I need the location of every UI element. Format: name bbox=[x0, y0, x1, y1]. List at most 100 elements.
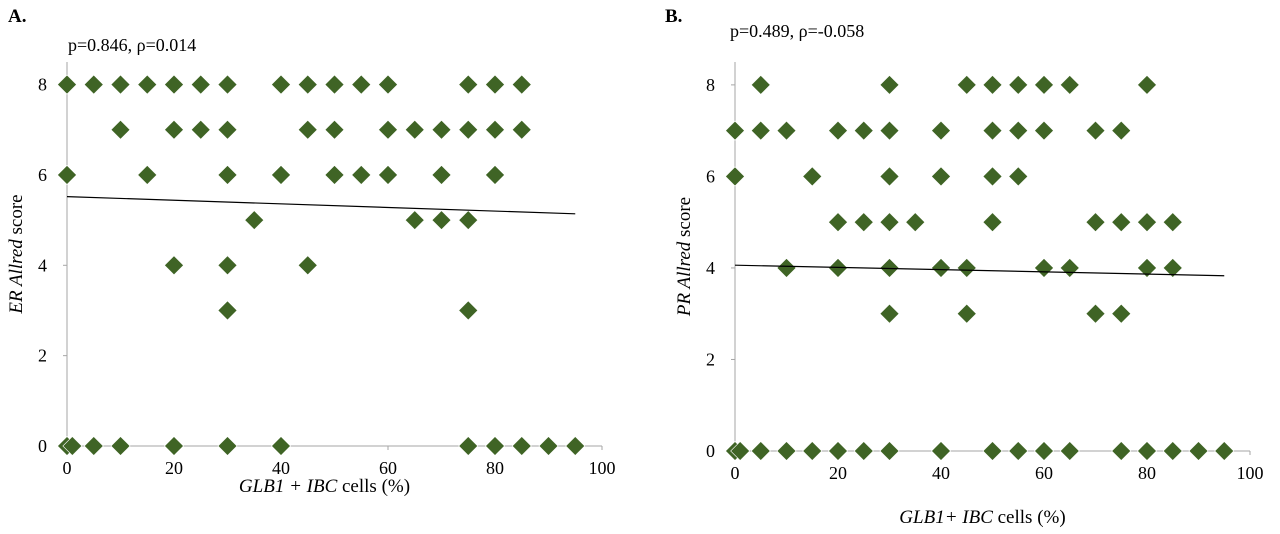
data-point bbox=[1111, 120, 1132, 141]
data-point bbox=[324, 74, 345, 95]
data-point bbox=[217, 74, 238, 95]
data-point bbox=[458, 210, 479, 231]
trend-line bbox=[66, 196, 576, 215]
x-axis-label: GLB1+ IBC cells (%) bbox=[899, 507, 1065, 528]
data-point bbox=[931, 258, 951, 278]
data-point bbox=[378, 119, 398, 140]
data-point bbox=[1111, 441, 1132, 461]
data-point bbox=[110, 74, 131, 95]
data-point bbox=[83, 436, 104, 456]
data-point bbox=[879, 441, 900, 461]
data-point bbox=[511, 119, 532, 140]
data-point bbox=[802, 166, 823, 187]
data-point bbox=[110, 436, 131, 456]
trend-line bbox=[734, 264, 1225, 277]
data-point bbox=[879, 74, 900, 95]
data-point bbox=[431, 119, 452, 140]
data-point bbox=[458, 119, 479, 140]
data-point bbox=[1111, 303, 1132, 324]
data-point bbox=[164, 74, 184, 95]
data-point bbox=[931, 441, 951, 461]
x-tick-label: 40 bbox=[932, 463, 950, 483]
data-point bbox=[458, 74, 479, 95]
data-point bbox=[565, 436, 586, 456]
data-point bbox=[1162, 441, 1183, 461]
data-point bbox=[404, 119, 425, 140]
data-point bbox=[750, 441, 771, 461]
data-point bbox=[982, 212, 1003, 233]
data-point bbox=[879, 120, 900, 141]
x-tick-label: 20 bbox=[165, 458, 183, 478]
data-point bbox=[828, 212, 848, 233]
stats-annotation: p=0.489, ρ=-0.058 bbox=[730, 21, 864, 41]
data-point bbox=[725, 166, 745, 187]
data-point bbox=[1137, 441, 1157, 461]
data-point bbox=[1162, 258, 1183, 278]
data-point bbox=[750, 74, 771, 95]
y-axis-label-part: PR Allred bbox=[674, 241, 695, 317]
data-point bbox=[1034, 441, 1054, 461]
data-point bbox=[1059, 74, 1080, 95]
panel-label: B. bbox=[665, 6, 682, 27]
data-point bbox=[431, 165, 452, 185]
data-point bbox=[1034, 74, 1054, 95]
data-point bbox=[1034, 120, 1054, 141]
data-point bbox=[931, 120, 951, 141]
y-axis-label-part: score bbox=[674, 197, 695, 242]
x-axis-label-part: cells (%) bbox=[993, 507, 1066, 528]
x-tick-label: 100 bbox=[589, 458, 616, 478]
x-tick-label: 0 bbox=[63, 458, 72, 478]
data-point bbox=[730, 441, 751, 461]
x-tick-label: 80 bbox=[1138, 463, 1156, 483]
x-tick-label: 40 bbox=[272, 458, 290, 478]
panel-label: A. bbox=[8, 6, 26, 27]
x-axis-label-part: cells (%) bbox=[337, 476, 410, 497]
data-point bbox=[853, 212, 874, 233]
data-point bbox=[217, 255, 238, 276]
data-point bbox=[57, 165, 77, 185]
y-axis-label-part: score bbox=[6, 194, 27, 239]
data-point bbox=[802, 441, 823, 461]
x-tick-label: 20 bbox=[829, 463, 847, 483]
data-point bbox=[1162, 212, 1183, 233]
data-point bbox=[271, 436, 291, 456]
data-point bbox=[776, 258, 797, 278]
x-axis-label-part: GLB1+ IBC bbox=[899, 507, 993, 528]
data-point bbox=[931, 166, 951, 187]
y-tick-label: 6 bbox=[706, 166, 715, 186]
data-point bbox=[217, 300, 238, 321]
y-tick-label: 0 bbox=[38, 436, 47, 456]
data-point bbox=[137, 165, 158, 185]
data-point bbox=[324, 119, 345, 140]
data-point bbox=[982, 166, 1003, 187]
data-point bbox=[1008, 74, 1029, 95]
y-tick-label: 8 bbox=[38, 75, 47, 95]
y-axis-label: PR Allred score bbox=[674, 197, 695, 317]
data-point bbox=[458, 436, 479, 456]
data-point bbox=[458, 300, 479, 321]
data-point bbox=[1008, 120, 1029, 141]
data-point bbox=[982, 120, 1003, 141]
data-point bbox=[485, 165, 505, 185]
x-tick-label: 60 bbox=[379, 458, 397, 478]
data-point bbox=[538, 436, 559, 456]
data-point bbox=[164, 119, 184, 140]
data-point bbox=[776, 120, 797, 141]
data-point bbox=[1008, 441, 1029, 461]
data-point bbox=[776, 441, 797, 461]
data-point bbox=[110, 119, 131, 140]
y-tick-label: 6 bbox=[38, 165, 47, 185]
data-point bbox=[956, 303, 977, 324]
data-point bbox=[1137, 74, 1157, 95]
data-point bbox=[351, 165, 372, 185]
data-point bbox=[164, 436, 184, 456]
data-point bbox=[190, 74, 211, 95]
data-point bbox=[1085, 212, 1106, 233]
data-point bbox=[190, 119, 211, 140]
data-point bbox=[828, 120, 848, 141]
data-point bbox=[905, 212, 926, 233]
y-tick-label: 0 bbox=[706, 441, 715, 461]
